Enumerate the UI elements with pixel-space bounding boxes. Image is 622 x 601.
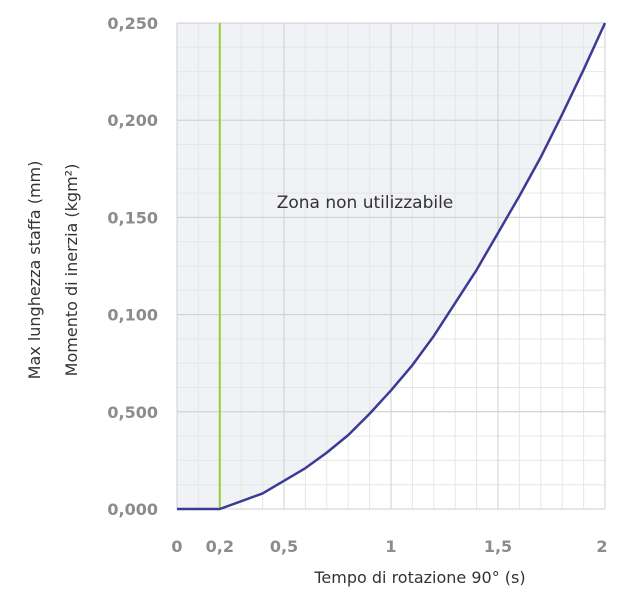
y-axis-label-inner: Momento di inerzia (kgm²)	[62, 164, 81, 377]
y-tick-label: 0,000	[107, 500, 158, 519]
tick-labels: 0,000 0,500 0,100 0,150 0,200 0,250 0 0,2 0,5 1 1,…	[107, 14, 607, 556]
x-tick-label: 2	[596, 537, 607, 556]
series-layer	[177, 22, 607, 511]
y-axis-label-outer: Max lunghezza staffa (mm)	[25, 161, 44, 380]
zone-label: Zona non utilizzabile	[277, 193, 454, 213]
series-line	[177, 22, 607, 511]
x-tick-label: 0,2	[206, 537, 234, 556]
x-tick-label: 0	[171, 537, 182, 556]
y-tick-label: 0,200	[107, 111, 158, 130]
grid	[176, 22, 606, 510]
y-tick-label: 0,250	[107, 14, 158, 33]
x-tick-label: 1,5	[484, 537, 512, 556]
y-tick-label: 0,100	[107, 306, 158, 325]
x-axis-label: Tempo di rotazione 90° (s)	[313, 568, 525, 587]
y-tick-label: 0,500	[107, 403, 158, 422]
x-tick-label: 0,5	[270, 537, 298, 556]
x-tick-label: 1	[385, 537, 396, 556]
y-tick-label: 0,150	[107, 208, 158, 227]
